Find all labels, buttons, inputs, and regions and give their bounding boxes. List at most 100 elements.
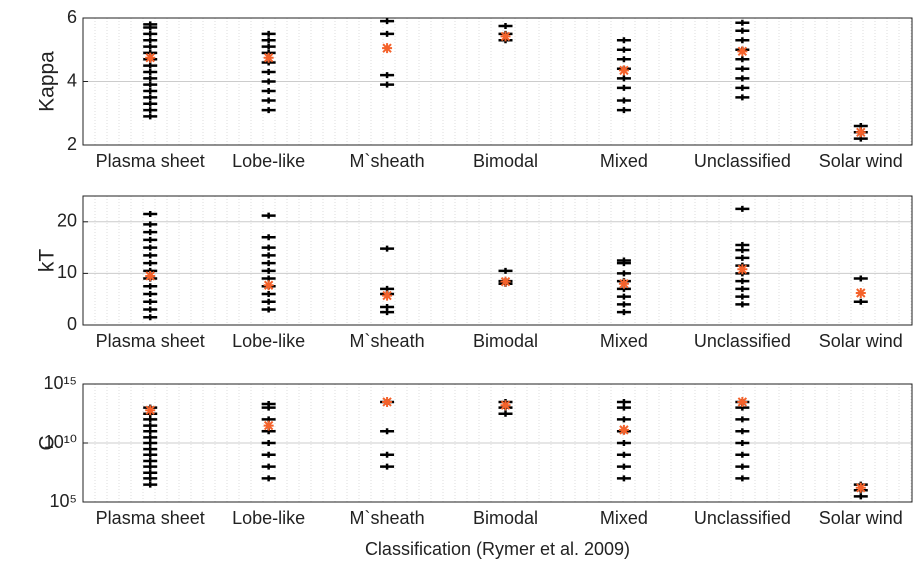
data-point xyxy=(143,428,158,435)
mean-marker xyxy=(855,288,866,299)
data-point xyxy=(380,72,395,79)
data-point xyxy=(143,21,158,28)
mean-marker xyxy=(145,405,156,416)
data-point xyxy=(261,252,276,259)
data-point xyxy=(143,236,158,243)
mean-marker xyxy=(382,290,393,301)
data-point xyxy=(735,475,750,482)
x-tick-label: Mixed xyxy=(600,151,648,171)
mean-marker xyxy=(618,65,629,76)
data-point xyxy=(143,229,158,236)
data-point xyxy=(380,303,395,310)
data-point xyxy=(143,62,158,69)
y-tick-label: 6 xyxy=(67,7,77,27)
data-point xyxy=(261,244,276,251)
x-tick-label: Lobe-like xyxy=(232,331,305,351)
data-point xyxy=(735,285,750,292)
data-point xyxy=(853,298,868,305)
data-point xyxy=(143,244,158,251)
mean-marker xyxy=(500,31,511,42)
data-point xyxy=(143,30,158,37)
data-point xyxy=(143,100,158,107)
y-tick-label: 0 xyxy=(67,314,77,334)
data-point xyxy=(735,205,750,212)
data-point xyxy=(735,37,750,44)
y-axis-label: kT xyxy=(36,249,59,273)
data-point xyxy=(261,30,276,37)
data-point xyxy=(261,212,276,219)
data-point xyxy=(853,275,868,282)
data-point xyxy=(261,401,276,408)
data-point xyxy=(735,27,750,34)
x-tick-label: Unclassified xyxy=(694,151,791,171)
data-point xyxy=(261,463,276,470)
x-tick-label: Solar wind xyxy=(819,331,903,351)
y-tick-label: 10 xyxy=(57,262,77,282)
data-point xyxy=(143,416,158,423)
data-point xyxy=(616,440,631,446)
plot-frame xyxy=(82,17,913,146)
data-point xyxy=(498,267,513,274)
mean-marker xyxy=(737,396,748,407)
y-axis-label: Kappa xyxy=(36,51,59,112)
data-point xyxy=(143,306,158,313)
data-point xyxy=(616,301,631,308)
mean-marker xyxy=(382,43,393,54)
data-point xyxy=(498,410,513,417)
x-tick-label: Mixed xyxy=(600,331,648,351)
data-point xyxy=(143,298,158,305)
data-point xyxy=(261,97,276,104)
x-tick-label: M`sheath xyxy=(350,151,425,171)
x-tick-label: Unclassified xyxy=(694,331,791,351)
x-axis-label: Classification (Rymer et al. 2009) xyxy=(365,539,630,559)
y-tick-label: 2 xyxy=(67,134,77,154)
data-point xyxy=(616,404,631,411)
mean-marker xyxy=(737,264,748,275)
data-point xyxy=(735,65,750,72)
data-point xyxy=(143,221,158,228)
data-point xyxy=(735,75,750,82)
data-point xyxy=(143,68,158,75)
data-point xyxy=(143,43,158,50)
x-tick-label: Bimodal xyxy=(473,508,538,528)
data-point xyxy=(735,463,750,470)
data-point xyxy=(616,463,631,470)
data-point xyxy=(143,283,158,290)
data-point xyxy=(261,440,276,446)
data-point xyxy=(261,451,276,458)
mean-marker xyxy=(500,400,511,411)
mean-marker xyxy=(618,424,629,435)
data-point xyxy=(616,97,631,104)
data-point xyxy=(143,94,158,101)
data-point xyxy=(735,94,750,101)
y-tick-label: 4 xyxy=(67,70,77,90)
data-point xyxy=(143,463,158,470)
data-point xyxy=(261,43,276,50)
mean-marker xyxy=(500,276,511,287)
data-point xyxy=(735,428,750,435)
data-point xyxy=(143,81,158,88)
y-axis-label: C xyxy=(36,435,59,450)
data-point xyxy=(616,37,631,44)
data-point xyxy=(380,245,395,252)
data-point xyxy=(261,234,276,241)
data-point xyxy=(261,475,276,482)
mean-marker xyxy=(263,52,274,63)
data-point xyxy=(616,451,631,458)
data-point xyxy=(616,107,631,114)
data-point xyxy=(261,68,276,75)
data-point xyxy=(143,291,158,298)
data-point xyxy=(616,475,631,482)
mean-marker xyxy=(263,280,274,291)
data-point xyxy=(380,463,395,470)
x-tick-label: Mixed xyxy=(600,508,648,528)
data-point xyxy=(261,37,276,44)
data-point xyxy=(143,107,158,114)
data-point xyxy=(143,469,158,476)
data-point xyxy=(616,398,631,405)
data-point xyxy=(143,457,158,464)
data-point xyxy=(735,242,750,249)
data-point xyxy=(143,37,158,44)
data-point xyxy=(143,314,158,321)
data-point xyxy=(143,434,158,441)
